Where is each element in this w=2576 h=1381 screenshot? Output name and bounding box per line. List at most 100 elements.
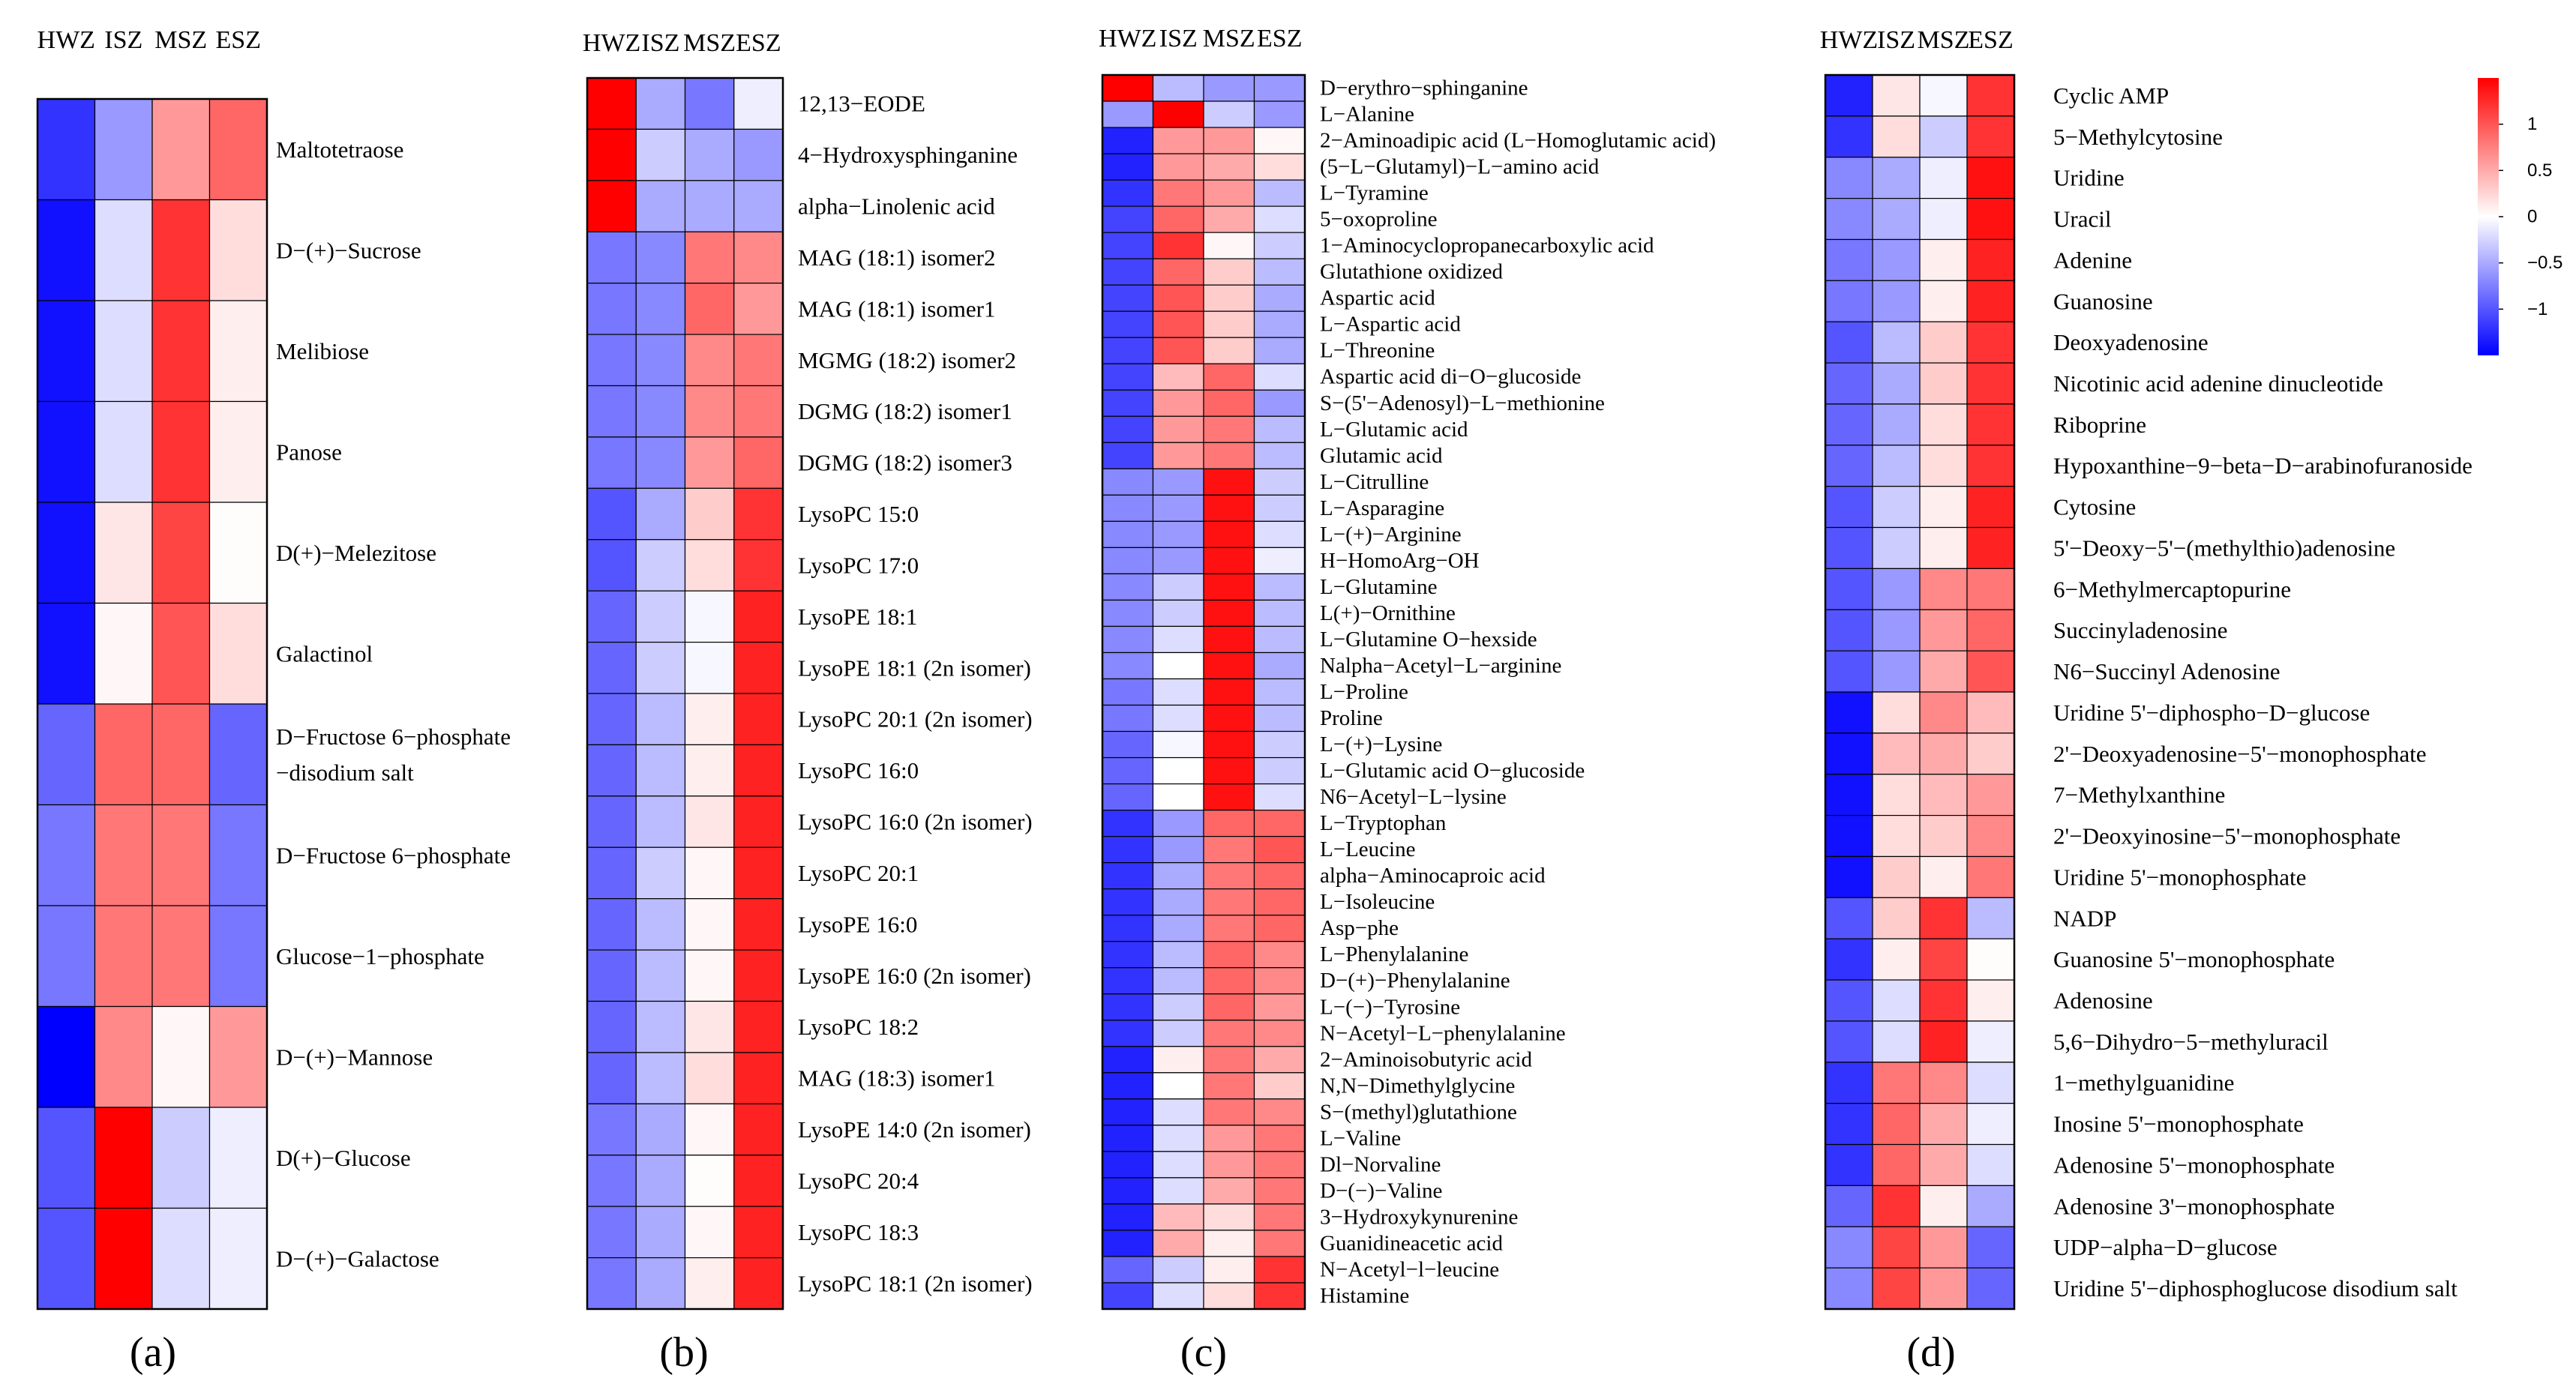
heatmap-cell: [208, 199, 268, 301]
heatmap-cell: [1152, 862, 1204, 890]
heatmap-cell: [1203, 127, 1255, 154]
heatmap-cell: [1919, 1020, 1968, 1063]
row-label: LysoPC 20:1 (2n isomer): [798, 706, 1033, 732]
heatmap-cell: [1152, 599, 1204, 628]
heatmap-cell: [1872, 814, 1921, 858]
row-label: L−Aspartic acid: [1320, 313, 1461, 337]
heatmap-cell: [1203, 941, 1255, 969]
heatmap-cell: [151, 300, 211, 403]
heatmap-cell: [684, 846, 735, 900]
row-label: MAG (18:1) isomer2: [798, 244, 995, 271]
row-label: Riboprine: [2053, 412, 2146, 438]
heatmap-cell: [151, 1207, 211, 1310]
row-label: Glutathione oxidized: [1320, 260, 1504, 284]
heatmap-cell: [1253, 993, 1306, 1021]
row-label: Uracil: [2053, 206, 2111, 232]
heatmap-cell: [1872, 568, 1921, 610]
heatmap-cell: [37, 502, 96, 604]
heatmap-cell: [1966, 1185, 2015, 1227]
row-label: L−Alanine: [1320, 103, 1414, 127]
row-label: N−Acetyl−l−leucine: [1320, 1257, 1499, 1281]
heatmap-cell: [1203, 1230, 1255, 1257]
heatmap-cell: [1966, 814, 2015, 858]
heatmap-cell: [1919, 568, 1968, 610]
row-label: DGMG (18:2) isomer1: [798, 398, 1012, 424]
heatmap-cell: [1152, 205, 1204, 233]
row-label: L−Proline: [1320, 680, 1408, 704]
heatmap-cell: [1872, 280, 1921, 322]
column-header-msz: MSZ: [1203, 25, 1255, 52]
heatmap-cell: [635, 487, 686, 541]
heatmap-cell: [1102, 967, 1154, 995]
heatmap-cell: [1919, 897, 1968, 939]
row-label: Uridine: [2053, 165, 2125, 191]
heatmap-cell: [1102, 1282, 1154, 1310]
heatmap-cell: [1253, 205, 1306, 233]
heatmap-cell: [586, 539, 637, 592]
row-label: LysoPC 20:1: [798, 860, 919, 886]
heatmap-cell: [208, 602, 268, 705]
heatmap-cell: [1203, 993, 1255, 1021]
heatmap-cell: [1825, 403, 1873, 446]
heatmap-cell: [1152, 468, 1204, 496]
heatmap-cell: [1102, 232, 1154, 259]
row-label: LysoPE 18:1: [798, 604, 917, 630]
heatmap-cell: [1253, 520, 1306, 548]
row-label: Glucose−1−phosphate: [276, 943, 484, 969]
heatmap-cell: [1872, 526, 1921, 570]
heatmap-cell: [1872, 1103, 1921, 1146]
row-label: L−Glutamic acid O−glucoside: [1320, 759, 1585, 783]
row-label: 1−methylguanidine: [2053, 1070, 2234, 1096]
heatmap-cell: [94, 199, 153, 301]
heatmap-cell: [635, 846, 686, 900]
heatmap-cell: [1152, 573, 1204, 601]
heatmap-cell: [151, 1107, 211, 1209]
heatmap-cell: [1872, 732, 1921, 775]
heatmap-cell: [733, 1206, 784, 1259]
heatmap-cell: [1872, 403, 1921, 446]
heatmap-cell: [1919, 1143, 1968, 1187]
row-label: L−(+)−Arginine: [1320, 523, 1462, 547]
heatmap-cell: [635, 795, 686, 848]
heatmap-cell: [1966, 403, 2015, 446]
column-header-esz: ESZ: [1257, 25, 1302, 52]
heatmap-cell: [1253, 783, 1306, 811]
heatmap-cell: [1253, 310, 1306, 338]
heatmap-cell: [1203, 1020, 1255, 1047]
heatmap-cell: [684, 744, 735, 797]
heatmap-cell: [1152, 1177, 1204, 1205]
column-header-isz: ISZ: [1159, 25, 1198, 52]
heatmap-cell: [1102, 809, 1154, 837]
heatmap-cell: [1919, 280, 1968, 322]
heatmap-cell: [1919, 445, 1968, 487]
heatmap-cell: [1102, 442, 1154, 469]
row-label: D−Fructose 6−phosphate: [276, 842, 511, 868]
heatmap-cell: [151, 502, 211, 604]
heatmap-cell: [586, 949, 637, 1002]
heatmap-cell: [151, 1005, 211, 1108]
colorbar-tick-label: 1: [2527, 114, 2537, 134]
heatmap-cell: [37, 1207, 96, 1310]
heatmap-cell: [1825, 486, 1873, 529]
heatmap-cell: [733, 641, 784, 694]
heatmap-cell: [1203, 862, 1255, 890]
heatmap-cell: [586, 231, 637, 284]
heatmap-cell: [1152, 1230, 1204, 1257]
heatmap-cell: [586, 1257, 637, 1310]
heatmap-cell: [1203, 1046, 1255, 1074]
heatmap-cell: [1203, 153, 1255, 181]
row-label: L−(+)−Lysine: [1320, 732, 1442, 756]
heatmap-cell: [1102, 836, 1154, 864]
heatmap-cell: [684, 590, 735, 643]
heatmap-cell: [1152, 1072, 1204, 1100]
heatmap-cell: [1203, 573, 1255, 601]
heatmap-cell: [1919, 814, 1968, 858]
heatmap-frame: [1101, 73, 1306, 1311]
heatmap-cell: [635, 539, 686, 592]
heatmap-cell: [1102, 941, 1154, 969]
row-label: −disodium salt: [276, 759, 414, 786]
heatmap-cell: [1152, 1203, 1204, 1231]
heatmap-cell: [151, 400, 211, 503]
heatmap-cell: [586, 77, 637, 130]
